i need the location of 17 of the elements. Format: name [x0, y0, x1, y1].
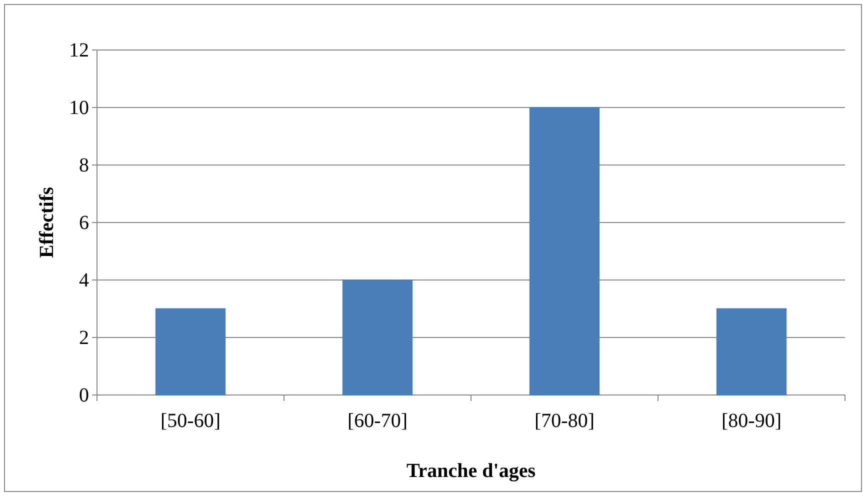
bar — [342, 280, 413, 396]
y-tick-label: 0 — [79, 384, 89, 406]
y-tick-label: 12 — [69, 39, 89, 62]
y-tick-label: 2 — [79, 326, 89, 349]
x-tick-label: [60-70] — [348, 410, 408, 432]
y-tick-label: 8 — [79, 154, 89, 176]
x-tick-label: [70-80] — [534, 410, 594, 432]
bar — [529, 107, 600, 396]
y-tick-label: 10 — [69, 96, 89, 119]
x-axis-title: Tranche d'ages — [406, 460, 536, 482]
y-tick-label: 6 — [79, 212, 89, 234]
y-axis-title: Effectifs — [36, 186, 58, 258]
bar — [716, 308, 787, 396]
x-tick-label: [50-60] — [160, 410, 220, 432]
x-tick-label: [80-90] — [722, 410, 782, 432]
y-tick-label: 4 — [79, 269, 89, 292]
bar — [155, 308, 226, 396]
